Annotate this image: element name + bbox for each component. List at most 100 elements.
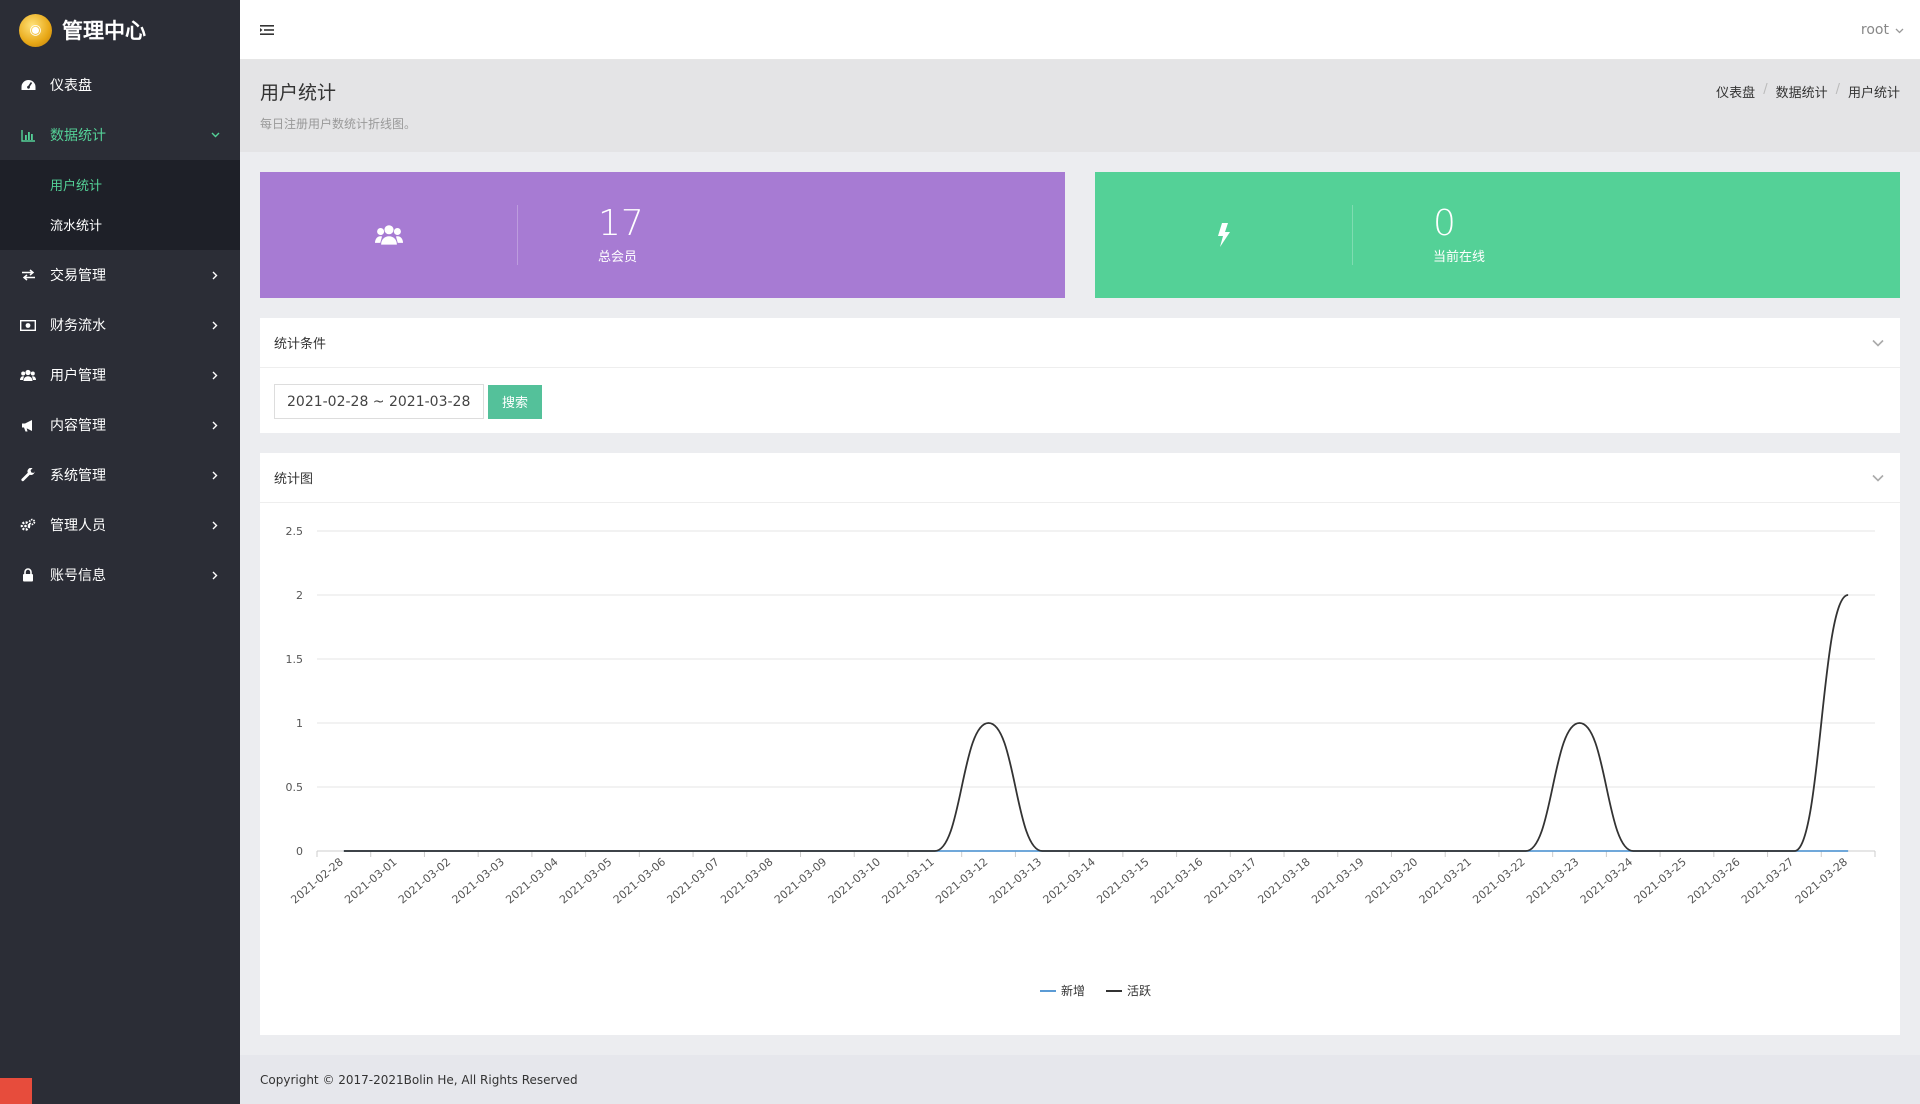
sidebar-item-label: 管理人员 — [50, 518, 106, 534]
x-tick-label: 2021-03-01 — [342, 855, 399, 906]
x-tick-label: 2021-03-17 — [1202, 855, 1259, 906]
chevron-right-icon — [210, 520, 220, 530]
x-tick-label: 2021-03-22 — [1470, 855, 1527, 906]
sidebar-item-statistics[interactable]: 数据统计 — [0, 110, 240, 160]
sidebar-item-content[interactable]: 内容管理 — [0, 400, 240, 450]
legend-label: 新增 — [1061, 983, 1085, 998]
exchange-icon — [20, 267, 36, 283]
chevron-right-icon — [210, 320, 220, 330]
x-tick-label: 2021-03-19 — [1309, 855, 1366, 906]
y-tick-label: 1.5 — [286, 653, 304, 666]
bullhorn-icon — [20, 417, 36, 433]
x-tick-label: 2021-03-04 — [503, 855, 560, 906]
users-icon — [20, 367, 36, 383]
total-members-card: 17 总会员 — [260, 172, 1065, 298]
bolt-icon — [1095, 205, 1353, 265]
y-tick-label: 0.5 — [286, 781, 304, 794]
sidebar-subitem-user-stats[interactable]: 用户统计 — [50, 178, 103, 194]
x-tick-label: 2021-03-07 — [665, 855, 722, 906]
sidebar-item-finance[interactable]: 财务流水 — [0, 300, 240, 350]
breadcrumb-separator: / — [1763, 82, 1768, 97]
sidebar-item-label: 交易管理 — [50, 268, 106, 284]
brand[interactable]: ◉ 管理中心 — [0, 0, 240, 60]
sidebar-menu: 仪表盘 数据统计 用户统计 流水统计 交易管理 — [0, 60, 240, 600]
total-members-value: 17 — [598, 202, 644, 244]
chart-panel: 统计图 0 0.5 1 1.5 2 2.5 2021-02-28 2021-03-01 2021… — [260, 453, 1900, 1035]
sidebar-submenu: 用户统计 流水统计 — [0, 160, 240, 250]
date-range-input[interactable] — [274, 384, 484, 419]
topbar: root — [240, 0, 1920, 60]
user-stats-line-chart: 00.511.522.52021-02-282021-03-012021-03-… — [286, 525, 1876, 998]
x-tick-label: 2021-03-10 — [826, 855, 883, 906]
wrench-icon — [20, 467, 36, 483]
x-tick-label: 2021-03-13 — [987, 855, 1044, 906]
dashboard-icon — [20, 77, 36, 93]
sidebar-subitem-flow-stats[interactable]: 流水统计 — [50, 218, 103, 234]
x-tick-label: 2021-03-25 — [1632, 855, 1689, 906]
y-tick-label: 0 — [296, 845, 303, 858]
x-tick-label: 2021-03-11 — [879, 855, 936, 906]
gears-icon — [20, 517, 36, 533]
page-title: 用户统计 — [260, 82, 337, 104]
chevron-right-icon — [210, 420, 220, 430]
x-tick-label: 2021-03-18 — [1255, 855, 1312, 906]
x-tick-label: 2021-03-06 — [611, 855, 668, 906]
x-tick-label: 2021-02-28 — [288, 855, 345, 906]
online-label: 当前在线 — [1433, 249, 1486, 265]
sidebar-item-users[interactable]: 用户管理 — [0, 350, 240, 400]
footer: Copyright © 2017-2021Bolin He, All Right… — [240, 1055, 1920, 1104]
x-tick-label: 2021-03-02 — [396, 855, 453, 906]
x-tick-label: 2021-03-21 — [1417, 855, 1474, 906]
sidebar-item-trade[interactable]: 交易管理 — [0, 250, 240, 300]
sidebar-item-label: 内容管理 — [50, 418, 106, 434]
brand-logo-icon: ◉ — [19, 13, 52, 47]
sidebar-toggle-icon[interactable] — [256, 19, 278, 41]
filter-body: 搜索 — [260, 368, 1900, 435]
chevron-down-icon[interactable] — [1870, 335, 1886, 351]
sidebar-item-system[interactable]: 系统管理 — [0, 450, 240, 500]
chevron-right-icon — [210, 470, 220, 480]
sidebar-item-label: 财务流水 — [50, 318, 106, 334]
x-tick-label: 2021-03-03 — [450, 855, 507, 906]
chart-panel-header: 统计图 — [260, 453, 1900, 503]
corner-badge-icon[interactable] — [0, 1078, 32, 1104]
y-tick-label: 1 — [296, 717, 303, 730]
x-tick-label: 2021-03-28 — [1793, 855, 1850, 906]
y-tick-label: 2 — [296, 589, 303, 602]
breadcrumb-separator: / — [1835, 82, 1840, 97]
x-tick-label: 2021-03-20 — [1363, 855, 1420, 906]
sidebar-item-label: 数据统计 — [50, 128, 106, 144]
copyright-text: Copyright © 2017-2021Bolin He, All Right… — [260, 1072, 578, 1087]
search-button[interactable]: 搜索 — [488, 384, 542, 419]
breadcrumb: 仪表盘 / 数据统计 / 用户统计 — [1716, 82, 1900, 101]
x-tick-label: 2021-03-12 — [933, 855, 990, 906]
breadcrumb-item-dashboard[interactable]: 仪表盘 — [1716, 86, 1756, 101]
chevron-right-icon — [210, 570, 220, 580]
user-menu[interactable]: root — [1861, 22, 1904, 38]
chevron-right-icon — [210, 270, 220, 280]
online-card: 0 当前在线 — [1095, 172, 1900, 298]
sidebar-item-dashboard[interactable]: 仪表盘 — [0, 60, 240, 110]
sidebar-item-admins[interactable]: 管理人员 — [0, 500, 240, 550]
chevron-down-icon — [210, 130, 220, 140]
sidebar-item-label: 系统管理 — [50, 468, 106, 484]
breadcrumb-item-user-stats: 用户统计 — [1847, 86, 1900, 101]
filter-panel-header: 统计条件 — [260, 318, 1900, 368]
filter-panel: 统计条件 搜索 — [260, 318, 1900, 433]
bar-chart-icon — [20, 127, 36, 143]
filter-panel-title: 统计条件 — [274, 337, 327, 352]
chevron-down-icon[interactable] — [1870, 470, 1886, 486]
x-tick-label: 2021-03-05 — [557, 855, 614, 906]
sidebar: ◉ 管理中心 仪表盘 数据统计 用户统计 流水统计 — [0, 0, 240, 1104]
lock-icon — [20, 567, 36, 583]
series-line-活跃 — [343, 594, 1849, 852]
sidebar-item-label: 用户管理 — [50, 368, 106, 384]
chevron-right-icon — [210, 370, 220, 380]
sidebar-item-account[interactable]: 账号信息 — [0, 550, 240, 600]
x-tick-label: 2021-03-15 — [1094, 855, 1151, 906]
total-members-label: 总会员 — [598, 249, 638, 265]
x-tick-label: 2021-03-24 — [1578, 855, 1635, 906]
x-tick-label: 2021-03-08 — [718, 855, 775, 906]
users-icon — [260, 205, 518, 265]
breadcrumb-item-statistics[interactable]: 数据统计 — [1775, 86, 1828, 101]
